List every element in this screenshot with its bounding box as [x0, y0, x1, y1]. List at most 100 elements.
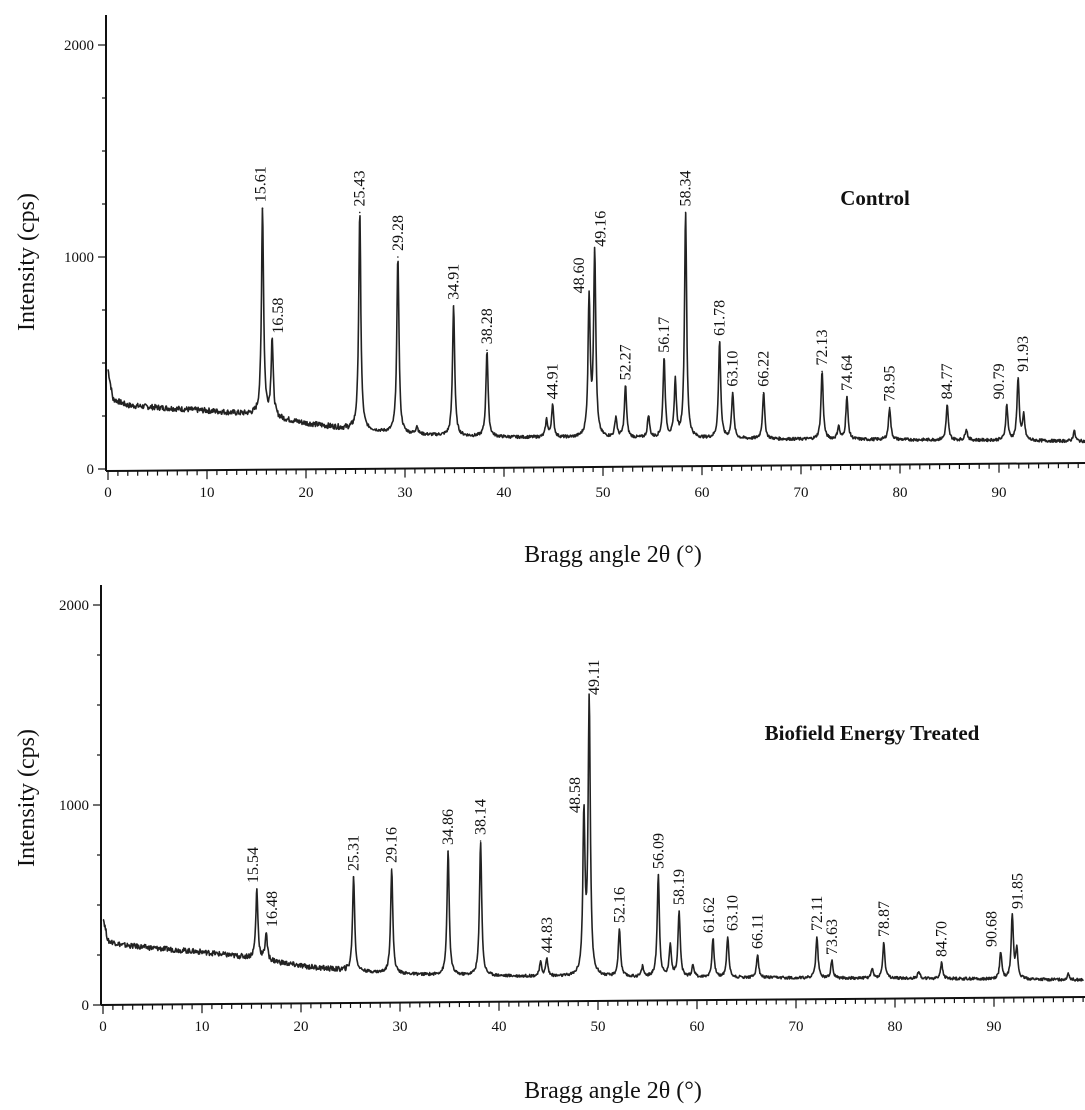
peak-point	[999, 952, 1002, 954]
peak-point	[888, 406, 891, 409]
peak-label: 73.63	[824, 919, 841, 955]
x-tick-label: 80	[888, 1019, 903, 1035]
x-tick-label: 0	[104, 485, 112, 501]
peak-point	[593, 251, 596, 254]
peak-label: 25.43	[352, 170, 369, 206]
peak-point	[821, 370, 823, 373]
peak-label: 56.09	[650, 833, 667, 869]
peak-point	[256, 888, 258, 890]
peak-label: 16.58	[270, 298, 287, 334]
peak-point	[1006, 404, 1008, 407]
peak-label: 48.60	[571, 257, 588, 293]
control-panel: Control 0 10 20 30 40 50 60 70 80 90 0 1000 2000 Brag…	[14, 15, 1085, 568]
x-tick-label: 40	[497, 485, 512, 501]
peak-point	[447, 850, 449, 852]
peak-point	[663, 357, 665, 360]
x-tick-label: 10	[195, 1019, 210, 1035]
y-axis-title: Intensity (cps)	[14, 729, 40, 867]
peak-label: 58.19	[671, 869, 688, 905]
y-tick-label: 1000	[59, 798, 89, 814]
peak-point	[756, 954, 759, 956]
peak-point	[390, 868, 393, 870]
peak-point	[397, 256, 399, 258]
peak-label: 84.70	[934, 921, 951, 957]
peak-label: 15.54	[245, 847, 262, 883]
x-axis-title: Bragg angle 2θ (°)	[524, 542, 702, 568]
peak-label: 34.91	[446, 264, 463, 300]
peak-point	[726, 936, 729, 938]
peak-label: 84.77	[939, 363, 956, 399]
peak-point	[831, 960, 833, 962]
peak-label: 66.22	[756, 351, 773, 387]
y-axis-title: Intensity (cps)	[14, 193, 40, 331]
peak-label: 49.11	[586, 660, 603, 695]
peak-point	[358, 211, 361, 214]
peak-label: 58.34	[678, 170, 695, 206]
peak-label: 56.17	[656, 317, 673, 353]
peak-label: 38.28	[479, 308, 496, 344]
peak-point	[265, 932, 267, 934]
peak-point	[452, 304, 455, 307]
x-tick-label: 50	[591, 1019, 606, 1035]
x-tick-label: 80	[893, 485, 908, 501]
peak-label: 38.14	[473, 799, 490, 835]
peak-point	[940, 962, 943, 964]
peak-point	[1011, 914, 1014, 916]
peak-label: 15.61	[253, 166, 270, 202]
diffraction-trace	[107, 207, 1085, 444]
x-tick-label: 10	[200, 485, 215, 501]
peak-label: 63.10	[725, 895, 742, 931]
peak-label: 49.16	[593, 211, 610, 247]
peak-label: 78.95	[882, 366, 899, 402]
peak-point	[657, 874, 660, 876]
peak-point	[588, 700, 590, 702]
peak-point	[1017, 377, 1019, 379]
peak-label: 61.62	[701, 897, 718, 933]
peak-label: 90.79	[991, 363, 1008, 399]
peak-label: 90.68	[984, 911, 1001, 947]
peak-label: 66.11	[749, 914, 766, 949]
peak-label: 44.83	[539, 917, 556, 953]
peak-label: 44.91	[545, 363, 562, 399]
peak-point	[731, 391, 734, 394]
peak-point	[271, 338, 273, 341]
peak-point	[618, 928, 621, 930]
peak-label: 91.93	[1015, 336, 1032, 372]
peak-label: 72.11	[809, 896, 826, 931]
y-tick-label: 2000	[64, 38, 94, 54]
peak-point	[479, 840, 482, 842]
peak-point	[624, 385, 627, 388]
x-tick-label: 60	[690, 1019, 705, 1035]
peak-label: 63.10	[725, 351, 742, 387]
peak-point	[546, 958, 548, 960]
peak-point	[261, 207, 264, 210]
peak-point	[678, 910, 680, 912]
peak-point	[588, 298, 590, 301]
x-tick-label: 70	[789, 1019, 804, 1035]
peak-label: 34.86	[440, 809, 457, 845]
x-axis-line	[105, 462, 1085, 472]
peak-point	[718, 341, 721, 343]
x-tick-label: 30	[398, 485, 413, 501]
peak-label: 48.58	[567, 777, 584, 813]
peak-label: 29.16	[384, 827, 401, 863]
peak-point	[883, 942, 885, 944]
x-tick-label: 90	[987, 1019, 1002, 1035]
x-axis-title: Bragg angle 2θ (°)	[524, 1078, 702, 1104]
peak-point	[551, 404, 554, 407]
peak-label: 25.31	[346, 835, 363, 871]
x-tick-label: 50	[596, 485, 611, 501]
peak-label: 52.27	[617, 344, 634, 380]
peak-point	[684, 211, 687, 214]
x-tick-label: 0	[99, 1019, 107, 1035]
peak-label: 74.64	[839, 355, 856, 391]
y-tick-label: 1000	[64, 250, 94, 266]
peak-label: 16.48	[264, 891, 281, 927]
peak-point	[712, 938, 714, 940]
peak-label: 91.85	[1009, 873, 1026, 909]
y-tick-label: 2000	[59, 598, 89, 614]
peak-label: 61.78	[712, 300, 729, 336]
x-tick-label: 70	[794, 485, 809, 501]
x-tick-label: 90	[992, 485, 1007, 501]
peak-label: 72.13	[814, 329, 831, 365]
